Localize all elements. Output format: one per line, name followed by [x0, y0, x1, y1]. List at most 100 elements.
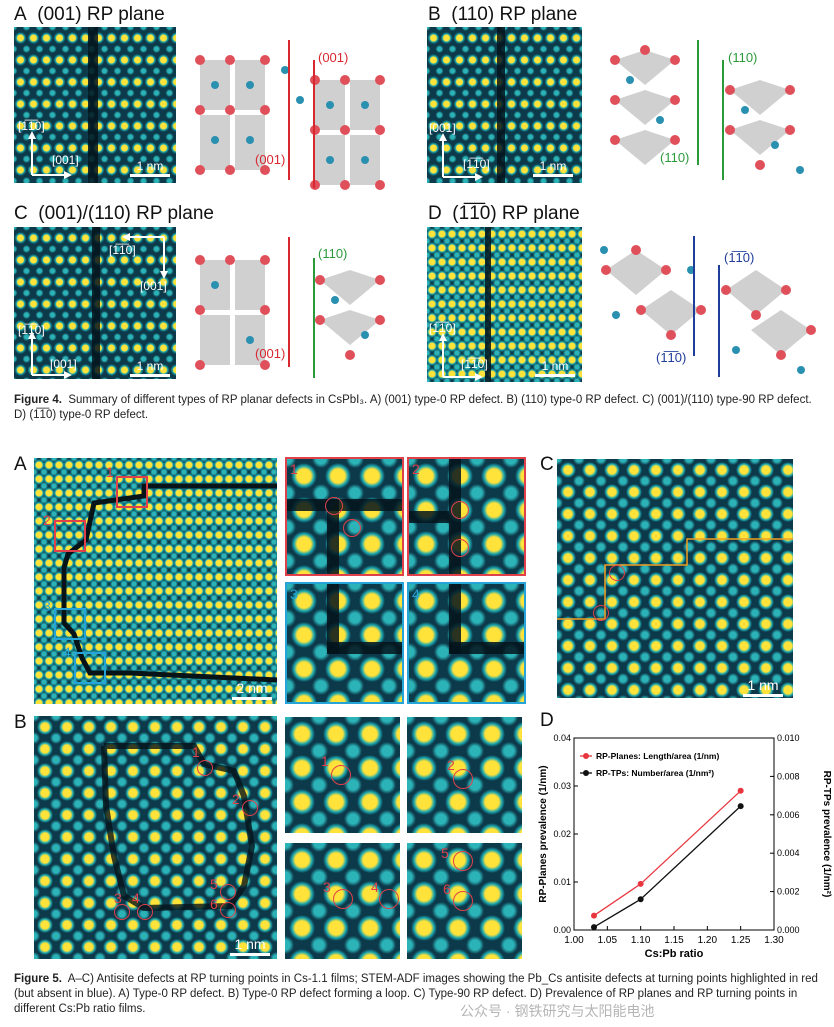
- fig4-a-plane-line-2: [313, 60, 315, 188]
- fig5-a-scalebar: 2 nm: [232, 680, 272, 700]
- fig5-b-marker-6-label: 6: [210, 896, 218, 912]
- fig5-b-inset-4-label: 4: [371, 879, 379, 895]
- x-tick-label: 1.10: [631, 935, 651, 946]
- fig5-a-inset-1-marker-1: [325, 497, 343, 515]
- fig5-a-inset-2: 2: [407, 457, 526, 576]
- x-tick-label: 1.00: [564, 935, 584, 946]
- fig5-b-marker-4: [137, 904, 153, 920]
- fig5-c-scalebar: 1 nm: [743, 677, 783, 697]
- fig5-d-chart: 1.00 1.05 1.10 1.15 1.20 1.25 1.30 0.00 0.01 0.02…: [538, 733, 832, 960]
- fig5-b-inset-6-marker: [453, 891, 473, 911]
- fig4-caption: Figure 4. Summary of different types of …: [14, 394, 812, 421]
- y2-tick-label: 0.000: [777, 925, 800, 935]
- fig5-b-marker-3: [114, 904, 130, 920]
- fig4-a-stem-image: [1̅1̅0] [001] 1 nm: [14, 27, 176, 183]
- fig5-b-marker-3-label: 3: [114, 890, 122, 906]
- y-tick-label: 0.00: [553, 925, 571, 935]
- x-axis-label: Cs:Pb ratio: [645, 948, 704, 960]
- fig5-a-inset-4-label: 4: [412, 586, 420, 602]
- fig5-a-box-2-label: 2: [43, 512, 51, 528]
- fig5-b-inset-6-label: 6: [443, 881, 451, 897]
- y2-tick-label: 0.008: [777, 771, 800, 781]
- fig5-c-stem-image: 1 nm: [557, 459, 793, 698]
- fig5-panel-c-letter: C: [540, 454, 554, 475]
- fig5-a-box-3: [54, 608, 86, 640]
- fig4-c-plane-line-green: [313, 258, 315, 378]
- fig5-b-scalebar: 1 nm: [230, 936, 270, 956]
- fig5-panel-d-letter: D: [540, 710, 554, 731]
- fig4-c-scalebar: 1 nm: [130, 359, 170, 377]
- fig5-b-inset-2-marker: [453, 769, 473, 789]
- fig4-c-axis-h2: [1̅1̅0]: [109, 243, 136, 257]
- fig4-a-axis-arrows: [28, 131, 72, 179]
- fig4-c-plane-label-bottom: (001): [255, 346, 286, 361]
- fig4-d-axis-vertical: [1̅1̅0]: [429, 321, 456, 335]
- fig5-b-marker-4-label: 4: [132, 890, 140, 906]
- fig4-d-axis-arrows: [439, 333, 483, 381]
- y2-tick-label: 0.002: [777, 887, 800, 897]
- fig4-b-structure-svg: [610, 45, 804, 174]
- fig4-b-scalebar: 1 nm: [533, 159, 573, 177]
- fig5-a-stem-image: 1 2 3 4 2 nm: [34, 458, 277, 704]
- fig5-a-box-1-label: 1: [106, 464, 114, 480]
- fig4-a-scalebar: 1 nm: [130, 159, 170, 177]
- y-tick-label: 0.03: [553, 781, 571, 791]
- fig5-b-inset-1-label: 1: [321, 753, 329, 769]
- fig5-b-inset-4-marker: [379, 889, 399, 909]
- chart-frame: [573, 737, 775, 931]
- fig5-a-inset-4: 4: [407, 582, 526, 704]
- legend-label-1: RP-TPs: Number/area (1/nm²): [596, 768, 714, 778]
- series-line-1: [593, 805, 742, 928]
- fig5-panel-a-letter: A: [14, 454, 27, 475]
- fig4-a-plane-label-bottom: (001): [255, 152, 286, 167]
- x-tick-label: 1.15: [664, 935, 684, 946]
- fig4-d-plane-line: [693, 236, 695, 356]
- y2-axis-label: RP-TPs prevalence (1/nm²): [821, 771, 832, 898]
- fig4-c-axis-v2: [001]: [140, 279, 167, 293]
- y-tick-label: 0.04: [553, 733, 571, 743]
- fig4-panel-d-title: D (1̅1̅0) RP plane: [428, 203, 580, 224]
- series-0-point: [637, 880, 644, 887]
- fig4-d-plane-label-top: (1̅1̅0): [724, 250, 755, 265]
- fig5-b-marker-2-label: 2: [232, 791, 240, 807]
- fig5-b-inset-3-label: 3: [323, 879, 331, 895]
- fig4-b-axis-arrows: [439, 133, 483, 181]
- fig4-d-plane-line-2: [718, 265, 720, 377]
- fig5-c-marker-2: [593, 605, 609, 621]
- fig4-c-stem-image: [1̅1̅0] [001] [1̅1̅0] [001] 1 nm: [14, 227, 176, 379]
- fig5-caption: Figure 5. A–C) Antisite defects at RP tu…: [14, 973, 818, 1015]
- watermark: 公众号 · 钢铁研究与太阳能电池: [460, 1003, 655, 1019]
- fig5-b-inset-5-label: 5: [441, 845, 449, 861]
- fig5-a-inset-1-marker-2: [343, 519, 361, 537]
- fig5-a-inset-1-label: 1: [290, 461, 298, 477]
- fig4-d-stem-image: [1̅1̅0] [1̅1̅0] 1 nm: [427, 227, 582, 382]
- fig5-b-marker-1-label: 1: [192, 744, 200, 760]
- fig4-a-axis-horizontal: [001]: [52, 153, 79, 167]
- fig5-a-inset-2-marker-1: [451, 501, 469, 519]
- fig4-b-plane-line: [697, 40, 699, 165]
- y2-tick-label: 0.010: [777, 733, 800, 743]
- fig4-c-plane-label-top: (110): [318, 246, 348, 261]
- series-1-point: [591, 924, 597, 931]
- fig5-a-inset-3-label: 3: [290, 586, 298, 602]
- x-tick-label: 1.30: [764, 935, 784, 946]
- fig5-b-stem-image: 1 2 3 4 5 6 1 nm: [34, 716, 277, 959]
- fig5-b-inset-5-6: 5 6: [407, 843, 522, 959]
- fig4-c-axis-arrows: [28, 331, 72, 379]
- series-0-point: [591, 912, 597, 919]
- fig5-b-inset-3-4: 3 4: [285, 843, 400, 959]
- fig5-b-inset-2: 2: [407, 717, 522, 833]
- fig5-c-defect-path: [557, 538, 793, 620]
- y2-tick-label: 0.006: [777, 810, 800, 820]
- x-tick-label: 1.05: [598, 935, 618, 946]
- fig5-a-box-3-label: 3: [43, 598, 51, 614]
- fig4-c-structure-svg: [195, 255, 385, 370]
- fig5-b-inset-5-marker: [453, 851, 473, 871]
- fig5-a-box-1: [116, 476, 148, 508]
- fig4-b-axis-horizontal: [1̅1̅0]: [463, 157, 490, 171]
- fig4-d-structure-svg: [600, 245, 816, 374]
- fig5-a-defect-path: [61, 483, 277, 683]
- fig4-a-crystal-structure: [190, 40, 410, 190]
- fig5-c-marker-1: [609, 565, 625, 581]
- series-1-point: [637, 896, 644, 903]
